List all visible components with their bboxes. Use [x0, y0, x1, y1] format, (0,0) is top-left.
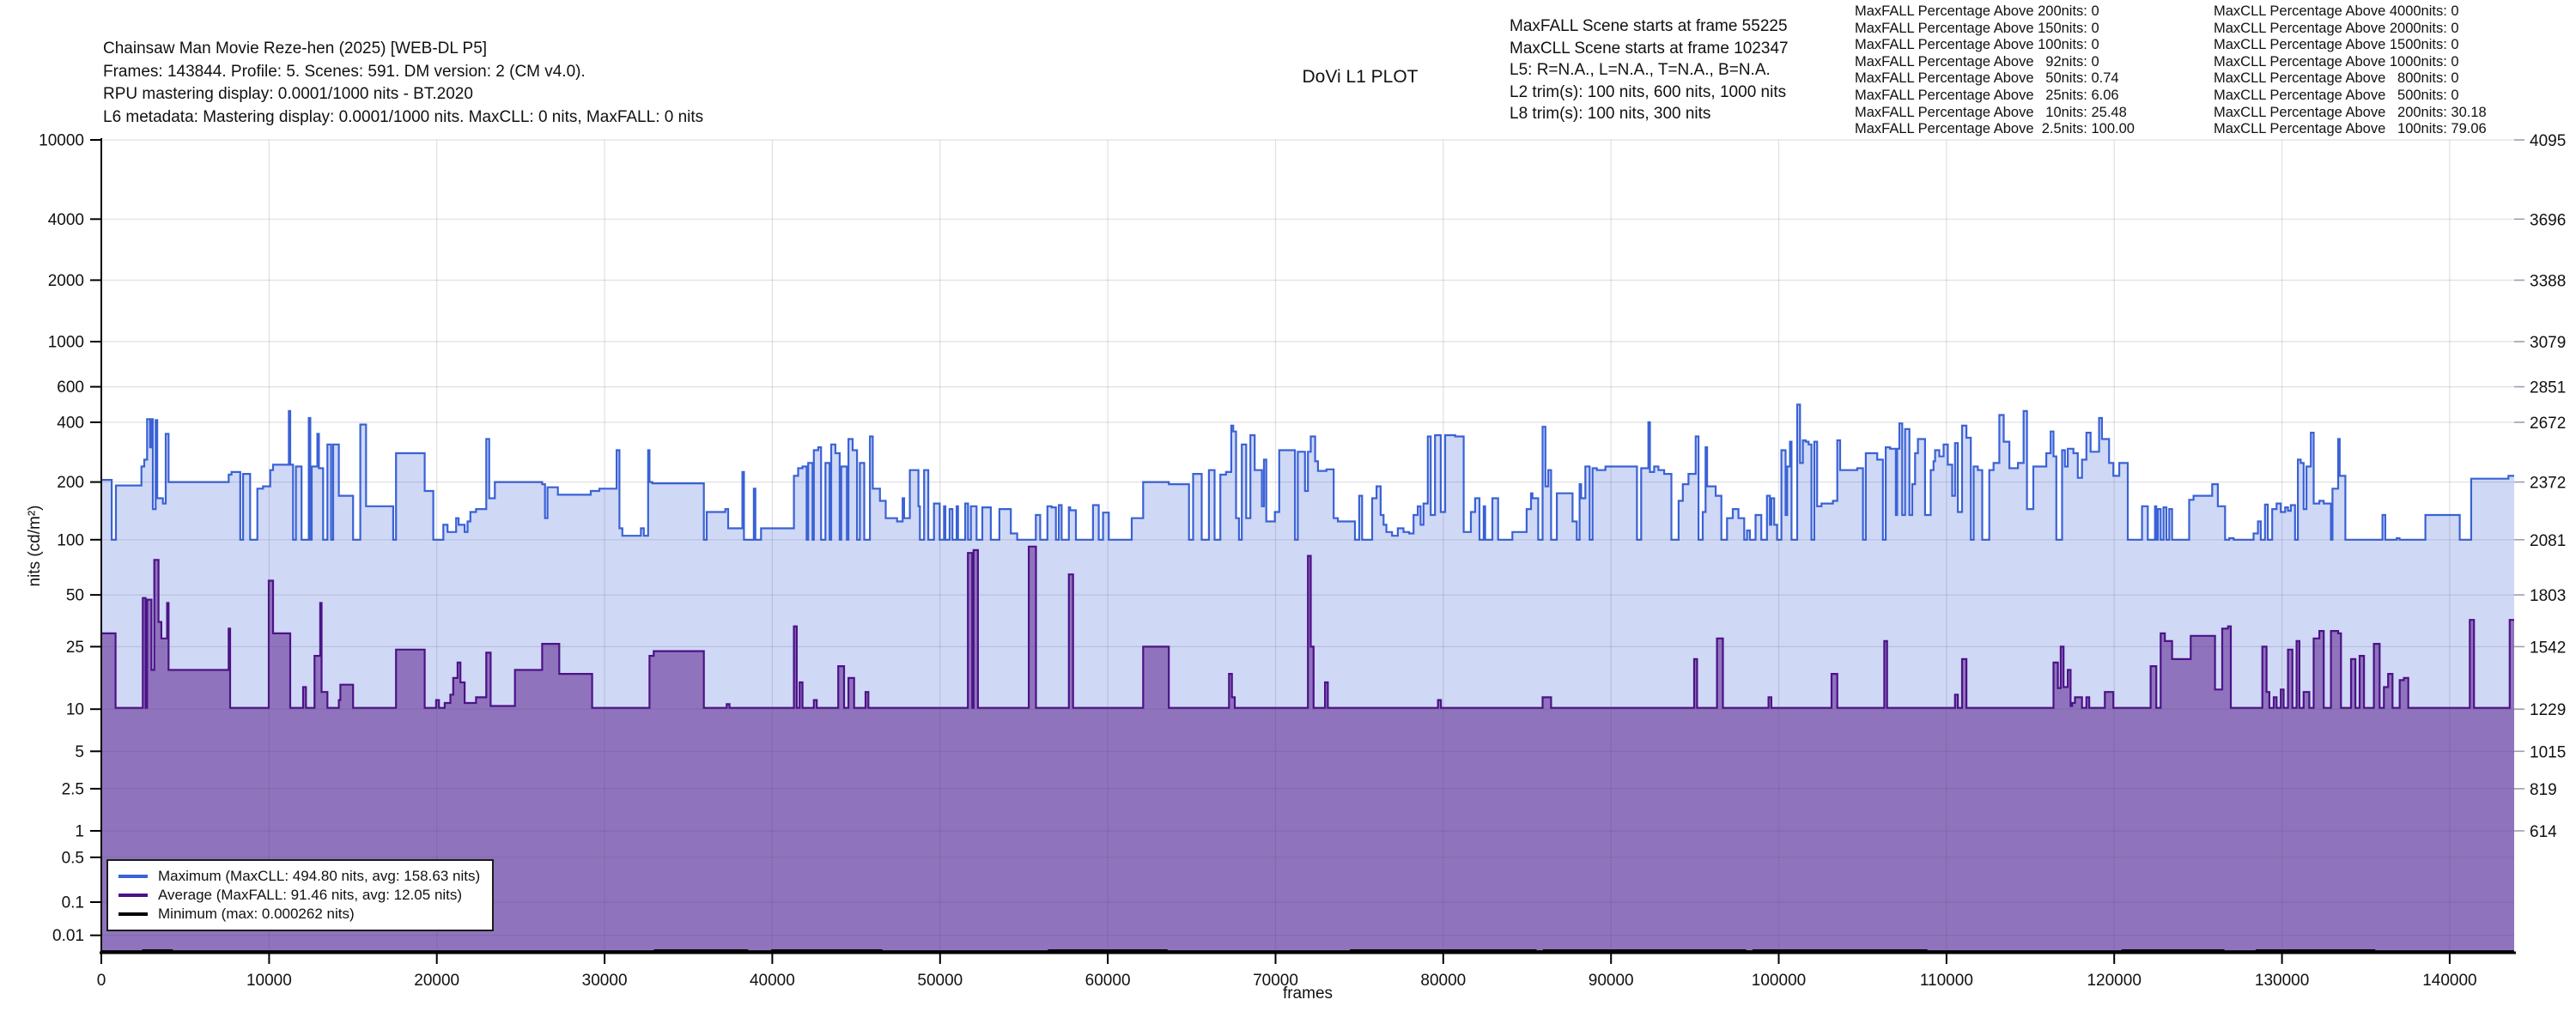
- y2-tick-label: 3696: [2530, 211, 2566, 229]
- x-tick-label: 110000: [1920, 972, 1973, 990]
- y-tick-label: 1: [75, 823, 84, 841]
- maxfall-stat-line: MaxFALL Percentage Above 2.5nits: 100.00: [1855, 121, 2135, 137]
- x-tick-label: 130000: [2255, 972, 2309, 990]
- l8-trims-text: L8 trim(s): 100 nits, 300 nits: [1510, 105, 1711, 123]
- y-tick-label: 4000: [48, 211, 84, 229]
- y-tick-label: 200: [57, 474, 84, 492]
- maxcll-stat-line: MaxCLL Percentage Above 4000nits: 0: [2214, 3, 2459, 19]
- y-tick-label: 100: [57, 531, 84, 549]
- y-tick-label: 600: [57, 379, 84, 397]
- y-tick-label: 10000: [39, 132, 84, 150]
- y2-tick-label: 819: [2530, 781, 2557, 799]
- legend-item-minimum: Minimum (max: 0.000262 nits): [118, 905, 480, 924]
- y2-tick-label: 1542: [2530, 639, 2566, 657]
- maximum-line-swatch: [118, 875, 148, 878]
- y2-tick-label: 2851: [2530, 379, 2566, 397]
- l5-text: L5: R=N.A., L=N.A., T=N.A., B=N.A.: [1510, 61, 1771, 79]
- y2-tick-label: 2672: [2530, 415, 2566, 433]
- maxfall-scene-text: MaxFALL Scene starts at frame 55225: [1510, 17, 1788, 35]
- y2-tick-label: 4095: [2530, 132, 2566, 150]
- maxcll-stat-line: MaxCLL Percentage Above 100nits: 79.06: [2214, 121, 2487, 137]
- maxfall-stat-line: MaxFALL Percentage Above 25nits: 6.06: [1855, 87, 2119, 103]
- y-tick-label: 5: [75, 743, 84, 761]
- l2-trims-text: L2 trim(s): 100 nits, 600 nits, 1000 nit…: [1510, 82, 1787, 101]
- legend-average-label: Average (MaxFALL: 91.46 nits, avg: 12.05…: [158, 887, 463, 903]
- page-title: DoVi L1 PLOT: [1302, 67, 1419, 87]
- legend-maximum-label: Maximum (MaxCLL: 494.80 nits, avg: 158.6…: [158, 868, 481, 884]
- y2-tick-label: 1229: [2530, 701, 2566, 719]
- y-tick-label: 1000: [48, 334, 84, 352]
- y-tick-label: 2.5: [62, 780, 84, 798]
- y-axis-title: nits (cd/m²): [26, 506, 44, 587]
- movie-title-text: Chainsaw Man Movie Reze-hen (2025) [WEB-…: [103, 39, 488, 58]
- maxcll-stat-line: MaxCLL Percentage Above 800nits: 0: [2214, 70, 2459, 87]
- average-series-area: [101, 546, 2514, 953]
- maxfall-stat-line: MaxFALL Percentage Above 92nits: 0: [1855, 53, 2099, 70]
- y2-tick-label: 3388: [2530, 272, 2566, 290]
- maxcll-stat-line: MaxCLL Percentage Above 1000nits: 0: [2214, 53, 2459, 70]
- minimum-series-line: [101, 948, 2514, 953]
- maxfall-percentage-block: MaxFALL Percentage Above 200nits: 0 MaxF…: [1855, 3, 2135, 138]
- average-line-swatch: [118, 894, 148, 897]
- legend-minimum-label: Minimum (max: 0.000262 nits): [158, 906, 355, 922]
- x-tick-label: 0: [97, 972, 106, 990]
- x-tick-label: 60000: [1085, 972, 1131, 990]
- maxcll-scene-text: MaxCLL Scene starts at frame 102347: [1510, 39, 1789, 58]
- maxcll-percentage-block: MaxCLL Percentage Above 4000nits: 0 MaxC…: [2214, 3, 2487, 138]
- average-series-line: [101, 545, 2514, 709]
- maxfall-stat-line: MaxFALL Percentage Above 50nits: 0.74: [1855, 70, 2119, 87]
- y-tick-label: 2000: [48, 272, 84, 290]
- l6-metadata-text: L6 metadata: Mastering display: 0.0001/1…: [103, 107, 704, 126]
- x-tick-label: 20000: [414, 972, 459, 990]
- y-tick-label: 50: [66, 587, 84, 605]
- minimum-line-swatch: [118, 912, 148, 916]
- y-tick-label: 0.5: [62, 849, 84, 867]
- file-metadata-block: Chainsaw Man Movie Reze-hen (2025) [WEB-…: [103, 38, 703, 129]
- maxfall-stat-line: MaxFALL Percentage Above 100nits: 0: [1855, 37, 2099, 53]
- maxfall-stat-line: MaxFALL Percentage Above 10nits: 25.48: [1855, 104, 2127, 120]
- y2-tick-label: 1015: [2530, 743, 2566, 761]
- y2-tick-label: 3079: [2530, 334, 2566, 352]
- legend-box: Maximum (MaxCLL: 494.80 nits, avg: 158.6…: [106, 859, 495, 931]
- y-tick-label: 0.1: [62, 894, 84, 912]
- x-tick-label: 70000: [1253, 972, 1298, 990]
- legend-item-average: Average (MaxFALL: 91.46 nits, avg: 12.05…: [118, 886, 480, 905]
- scene-trim-info-block: MaxFALL Scene starts at frame 55225 MaxC…: [1510, 15, 1789, 125]
- x-tick-label: 10000: [246, 972, 292, 990]
- y2-tick-label: 2081: [2530, 532, 2566, 550]
- maximum-series-line: [101, 403, 2514, 541]
- maxfall-stat-line: MaxFALL Percentage Above 200nits: 0: [1855, 3, 2099, 19]
- x-tick-label: 90000: [1589, 972, 1634, 990]
- rpu-mastering-text: RPU mastering display: 0.0001/1000 nits …: [103, 85, 473, 103]
- legend-item-maximum: Maximum (MaxCLL: 494.80 nits, avg: 158.6…: [118, 867, 480, 886]
- x-tick-label: 30000: [582, 972, 628, 990]
- maxfall-stat-line: MaxFALL Percentage Above 150nits: 0: [1855, 20, 2099, 36]
- x-tick-label: 50000: [917, 972, 963, 990]
- y2-tick-label: 2372: [2530, 475, 2566, 493]
- y-tick-label: 25: [66, 639, 84, 657]
- y-tick-label: 400: [57, 415, 84, 433]
- y-tick-label: 10: [66, 701, 84, 719]
- maxcll-stat-line: MaxCLL Percentage Above 2000nits: 0: [2214, 20, 2459, 36]
- x-axis-title: frames: [1283, 985, 1333, 1003]
- maxcll-stat-line: MaxCLL Percentage Above 1500nits: 0: [2214, 37, 2459, 53]
- frames-profile-text: Frames: 143844. Profile: 5. Scenes: 591.…: [103, 62, 586, 81]
- maxcll-stat-line: MaxCLL Percentage Above 200nits: 30.18: [2214, 104, 2487, 120]
- maxcll-stat-line: MaxCLL Percentage Above 500nits: 0: [2214, 87, 2459, 103]
- y-tick-label: 0.01: [52, 927, 84, 945]
- y2-tick-label: 1803: [2530, 587, 2566, 605]
- x-tick-label: 40000: [750, 972, 795, 990]
- y2-tick-label: 614: [2530, 823, 2557, 841]
- x-tick-label: 80000: [1420, 972, 1466, 990]
- x-tick-label: 120000: [2087, 972, 2141, 990]
- x-tick-label: 100000: [1752, 972, 1806, 990]
- x-tick-label: 140000: [2422, 972, 2476, 990]
